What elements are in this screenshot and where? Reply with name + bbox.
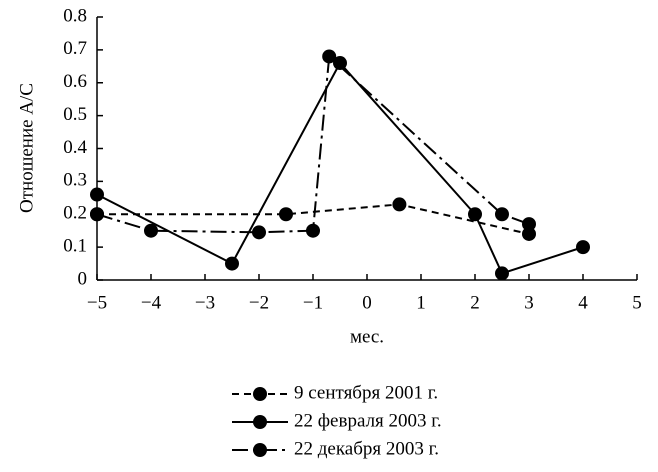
x-axis-label: мес. xyxy=(350,326,384,347)
x-tick-label: 2 xyxy=(470,292,480,313)
series-line xyxy=(97,203,530,235)
y-tick-label: 0.4 xyxy=(63,137,87,158)
x-tick-label: −4 xyxy=(141,292,162,313)
y-axis-label: Отношение A/C xyxy=(16,83,37,213)
data-point xyxy=(90,187,104,202)
data-point xyxy=(495,266,509,281)
data-point xyxy=(279,207,293,222)
y-tick-label: 0.2 xyxy=(63,203,87,224)
data-point xyxy=(468,207,482,222)
x-tick-label: 0 xyxy=(362,292,372,313)
data-point xyxy=(576,240,590,255)
y-tick-label: 0.6 xyxy=(63,71,87,92)
y-tick-label: 0.5 xyxy=(63,104,87,125)
y-tick-label: 0.7 xyxy=(63,38,87,59)
data-point xyxy=(225,256,239,271)
legend-marker xyxy=(253,387,267,401)
data-point xyxy=(144,223,158,238)
legend-marker xyxy=(253,443,267,457)
x-tick-label: −1 xyxy=(303,292,323,313)
series-line xyxy=(96,61,584,275)
x-tick-label: 3 xyxy=(524,292,534,313)
y-tick-label: 0.3 xyxy=(63,170,87,191)
data-point xyxy=(90,207,104,222)
x-tick-label: −2 xyxy=(249,292,269,313)
data-point xyxy=(522,226,536,241)
x-tick-label: 4 xyxy=(578,292,588,313)
x-tick-label: 5 xyxy=(632,292,642,313)
data-point xyxy=(392,197,407,212)
y-tick-label: 0 xyxy=(78,268,88,289)
data-point xyxy=(306,223,320,238)
data-point xyxy=(333,56,347,71)
x-tick-label: −3 xyxy=(195,292,215,313)
data-point xyxy=(252,225,266,240)
legend-label: 9 сентября 2001 г. xyxy=(294,382,438,403)
data-point xyxy=(495,207,509,222)
legend-label: 22 декабря 2003 г. xyxy=(294,438,439,459)
y-tick-label: 0.1 xyxy=(63,235,87,256)
y-tick-label: 0.8 xyxy=(63,5,87,26)
data-point xyxy=(322,49,337,64)
data-point xyxy=(522,217,536,232)
legend-marker xyxy=(253,415,267,429)
x-tick-label: 1 xyxy=(416,292,426,313)
x-tick-label: −5 xyxy=(87,292,107,313)
legend-label: 22 февраля 2003 г. xyxy=(294,410,442,431)
series-line xyxy=(96,54,530,234)
